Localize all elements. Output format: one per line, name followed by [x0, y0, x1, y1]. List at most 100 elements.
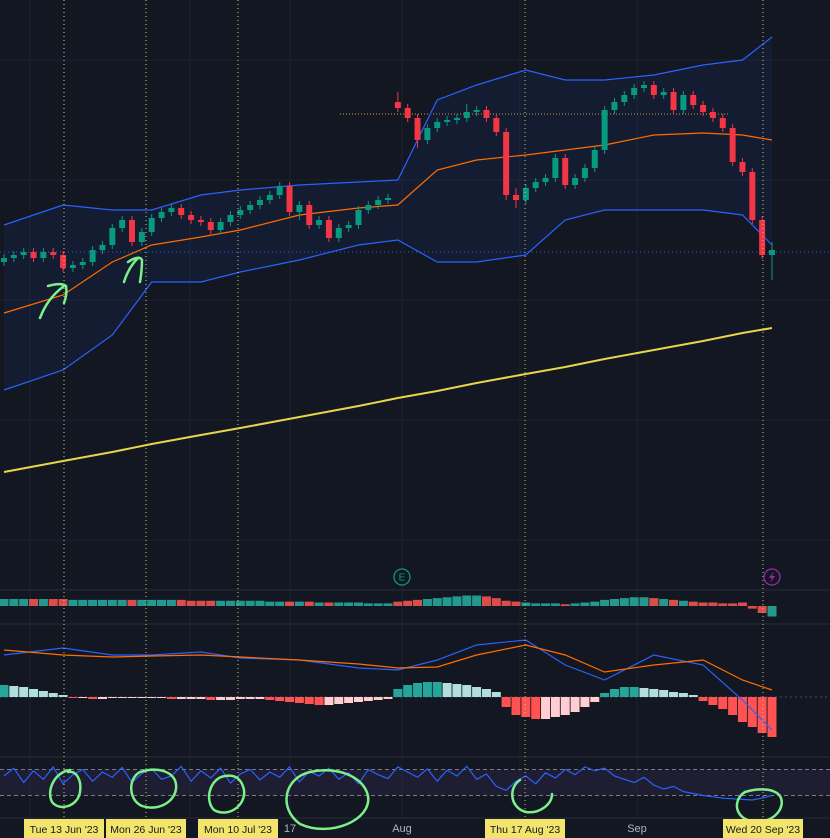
macd-histogram-bar [728, 697, 738, 715]
crosshair-lines [63, 0, 764, 818]
macd-histogram-bar [393, 689, 403, 697]
oscillator-bar [481, 596, 491, 606]
macd-histogram-bar [225, 697, 235, 700]
macd-histogram-bar [422, 682, 432, 697]
oscillator-bar [147, 599, 157, 606]
candle-body [40, 252, 47, 258]
macd-histogram-bar [235, 697, 245, 699]
oscillator-bar [216, 600, 226, 606]
oscillator-bar [580, 602, 590, 606]
candle-body [257, 200, 263, 205]
crosshair-date-text: Mon 26 Jun '23 [110, 824, 182, 836]
candle-body [10, 255, 17, 258]
macd-histogram-bar [511, 697, 521, 715]
oscillator-bar [619, 598, 629, 606]
candle-body [581, 168, 588, 178]
oscillator-bar [649, 598, 659, 606]
oscillator-bar [462, 595, 472, 606]
macd-histogram-bar [176, 697, 186, 699]
candle-body [129, 220, 135, 242]
oscillator-bar [511, 601, 521, 606]
macd-histogram-bar [698, 697, 708, 701]
macd-histogram-bar [255, 697, 265, 699]
candle-body [266, 195, 273, 200]
macd-histogram-bar [324, 697, 334, 705]
macd-histogram-bar [560, 697, 570, 715]
candle-body [404, 108, 411, 118]
macd-histogram-bar [403, 685, 413, 697]
candle-body [503, 132, 510, 195]
oscillator-bar [196, 600, 206, 606]
oscillator-bar [472, 595, 482, 606]
candle-body [532, 182, 539, 188]
candle-body [168, 208, 175, 212]
oscillator-bar [166, 599, 176, 606]
macd-histogram-bar [137, 697, 147, 698]
candle-body [20, 252, 27, 255]
oscillator-bar [137, 599, 147, 606]
oscillator-bar [275, 601, 285, 606]
rsi-band [0, 769, 830, 796]
oscillator-bar [609, 599, 619, 606]
macd-histogram-bar [432, 682, 442, 697]
candle-body [572, 178, 579, 185]
oscillator-bar [245, 600, 255, 606]
oscillator-bar [718, 603, 728, 606]
candle-body [621, 95, 628, 102]
candle-body [109, 228, 116, 245]
macd-histogram-bar [639, 688, 649, 697]
candle-body [30, 252, 37, 258]
oscillator-bar [629, 597, 639, 606]
moving-average [3, 327, 773, 473]
candle-body [631, 88, 638, 95]
macd-histogram-bar [117, 697, 127, 698]
candle-body [69, 265, 76, 268]
oscillator-bar [659, 599, 669, 606]
macd-histogram-bar [442, 683, 452, 697]
x-axis-label: Sep [627, 823, 647, 835]
candle-body [99, 245, 106, 250]
oscillator-bar [9, 599, 19, 606]
macd-histogram-bar [659, 690, 669, 697]
oscillator-bar [0, 599, 9, 606]
macd-histogram-bar [678, 693, 688, 697]
macd-histogram-bar [68, 697, 78, 698]
macd-histogram-bar [629, 687, 639, 697]
macd-histogram-bar [708, 697, 718, 705]
macd-histogram-bar [314, 697, 324, 705]
macd-histogram-bar [688, 695, 698, 697]
oscillator-bar [373, 603, 383, 606]
macd-histogram-bar [481, 689, 491, 697]
candle-body [709, 112, 716, 118]
oscillator-bar [186, 600, 196, 606]
macd-histogram-bar [521, 697, 531, 717]
oscillator-bar [285, 601, 295, 606]
macd-histogram-bar [38, 691, 48, 697]
candle-body [197, 220, 204, 222]
macd-histogram-bar [353, 697, 363, 702]
macd-histogram-bar [206, 697, 216, 700]
oscillator-bar [737, 602, 747, 606]
earnings-badge-text: E [399, 573, 406, 584]
macd-histogram-bar [127, 697, 137, 698]
macd-histogram-bar [334, 697, 344, 704]
candle-body [513, 195, 519, 200]
macd-histogram-bar [531, 697, 541, 719]
earnings-badge[interactable]: E [393, 568, 411, 586]
candle-body [345, 225, 352, 228]
candle-body [138, 232, 145, 242]
macd-histogram-bar [669, 692, 679, 697]
candle-body [552, 158, 559, 178]
candle-body [700, 105, 707, 112]
candle-body [493, 118, 500, 132]
candle-body [680, 95, 687, 110]
candle-body [463, 112, 470, 118]
candle-body [591, 150, 598, 168]
crosshair-date-label: Tue 13 Jun '23 [24, 819, 104, 838]
macd-histogram-bar [294, 697, 304, 703]
macd-histogram-bar [196, 697, 206, 699]
dividend-badge[interactable] [763, 568, 781, 586]
macd-histogram-bar [78, 697, 88, 698]
candle-body [247, 205, 254, 210]
